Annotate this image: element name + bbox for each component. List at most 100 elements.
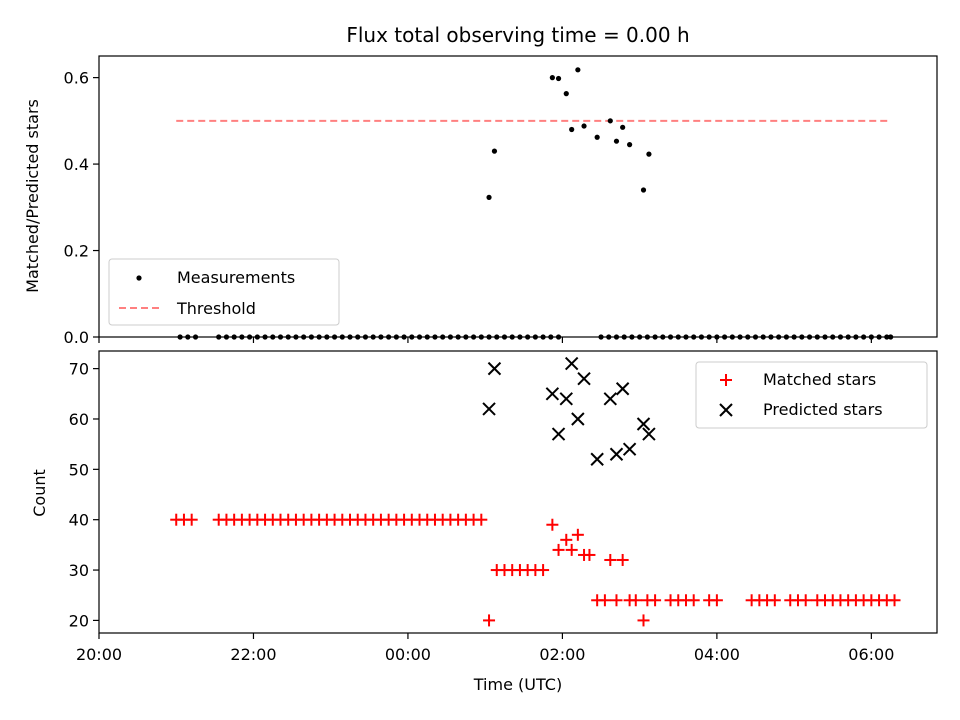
y-tick-label: 0.4 — [64, 155, 89, 174]
measurement-point — [223, 334, 230, 340]
measurement-point — [776, 334, 782, 340]
measurement-point — [594, 134, 600, 140]
legend-matched-marker — [720, 374, 732, 386]
y-tick-label: 0.2 — [64, 242, 89, 261]
measurement-point — [799, 334, 805, 340]
measurement-point — [722, 334, 728, 340]
measurement-point — [509, 334, 515, 340]
measurement-point — [640, 187, 647, 193]
measurement-point — [814, 334, 820, 340]
measurement-point — [231, 334, 237, 340]
measurement-point — [598, 334, 604, 340]
x-tick-label: 06:00 — [848, 645, 894, 664]
measurement-point — [581, 123, 587, 129]
matched-point — [571, 528, 584, 541]
measurement-point — [675, 334, 681, 340]
y-tick-label: 70 — [69, 360, 89, 379]
measurement-point — [416, 334, 423, 340]
predicted-point — [615, 382, 630, 396]
panel-counts: 20 30 40 50 60 70 20:00 22:00 00:00 02:00 04:00 06… — [30, 350, 938, 694]
measurement-point — [455, 334, 461, 340]
matched-point — [185, 513, 198, 526]
measurement-point — [830, 334, 836, 340]
matched-point — [598, 594, 611, 607]
predicted-point — [636, 417, 651, 431]
legend-predicted-label: Predicted stars — [763, 400, 883, 419]
measurement-point — [316, 334, 322, 340]
measurement-point — [447, 334, 454, 340]
y-tick-label: 0.0 — [64, 328, 89, 347]
panel-counts-legend: Matched stars Predicted stars — [695, 361, 928, 429]
matched-point — [616, 553, 629, 566]
measurement-point — [837, 334, 844, 340]
measurement-point — [277, 334, 284, 340]
measurement-point — [285, 334, 291, 340]
matched-point — [604, 553, 617, 566]
x-tick-label: 02:00 — [539, 645, 585, 664]
measurement-point — [293, 334, 299, 340]
measurement-point — [216, 334, 222, 340]
measurement-point — [308, 334, 314, 340]
y-tick-label: 50 — [69, 460, 89, 479]
measurement-point — [555, 75, 562, 82]
measurement-point — [621, 334, 627, 340]
measurement-point — [729, 334, 735, 340]
predicted-point — [609, 447, 624, 461]
predicted-point — [487, 361, 502, 376]
measurement-point — [486, 194, 492, 200]
measurement-point — [548, 334, 554, 340]
y-tick-label: 20 — [69, 611, 89, 630]
measurement-point — [432, 334, 438, 340]
measurement-point — [301, 334, 307, 340]
figure-title: Flux total observing time = 0.00 h — [346, 23, 689, 47]
matched-stars-series — [170, 513, 901, 627]
measurement-point — [569, 126, 575, 133]
measurement-point — [324, 334, 330, 340]
measurement-point — [620, 124, 626, 130]
measurement-point — [845, 334, 851, 340]
measurement-point — [440, 334, 446, 340]
measurement-point — [549, 75, 555, 81]
measurement-point — [470, 334, 477, 340]
measurement-point — [752, 334, 759, 340]
panel-ratio-y-label: Matched/Predicted stars — [23, 99, 42, 293]
predicted-stars-series — [482, 356, 656, 466]
measurement-point — [868, 334, 874, 340]
y-tick-label: 30 — [69, 561, 89, 580]
matched-point — [546, 518, 559, 531]
legend-matched-label: Matched stars — [763, 370, 876, 389]
predicted-point — [564, 356, 579, 371]
measurement-point — [247, 334, 253, 340]
measurement-point — [822, 334, 828, 340]
measurement-point — [745, 334, 751, 340]
predicted-point — [571, 412, 585, 426]
measurement-point — [370, 334, 376, 340]
measurement-point — [884, 334, 890, 340]
predicted-point — [622, 442, 637, 456]
measurement-point — [667, 334, 674, 340]
measurement-point — [683, 334, 689, 340]
y-tick-label: 0.6 — [64, 69, 89, 88]
measurement-point — [646, 151, 652, 157]
measurement-point — [637, 334, 643, 340]
measurement-point — [737, 334, 743, 340]
matched-point — [629, 594, 642, 607]
measurement-point — [652, 334, 658, 340]
legend-measurements-label: Measurements — [177, 268, 295, 287]
panel-ratio-legend: Measurements Threshold — [108, 258, 340, 326]
legend-measurements-marker — [136, 275, 142, 281]
measurements-series — [177, 67, 894, 340]
predicted-point — [603, 392, 618, 406]
measurement-point — [888, 334, 894, 340]
matched-point — [560, 533, 573, 546]
matched-point — [888, 594, 901, 607]
measurement-point — [355, 334, 361, 340]
predicted-point — [590, 452, 604, 466]
matched-point — [537, 564, 550, 577]
predicted-point — [482, 402, 496, 416]
measurement-point — [339, 334, 345, 340]
legend-frame-counts — [695, 361, 928, 429]
measurement-point — [270, 334, 276, 340]
measurement-point — [575, 67, 581, 73]
